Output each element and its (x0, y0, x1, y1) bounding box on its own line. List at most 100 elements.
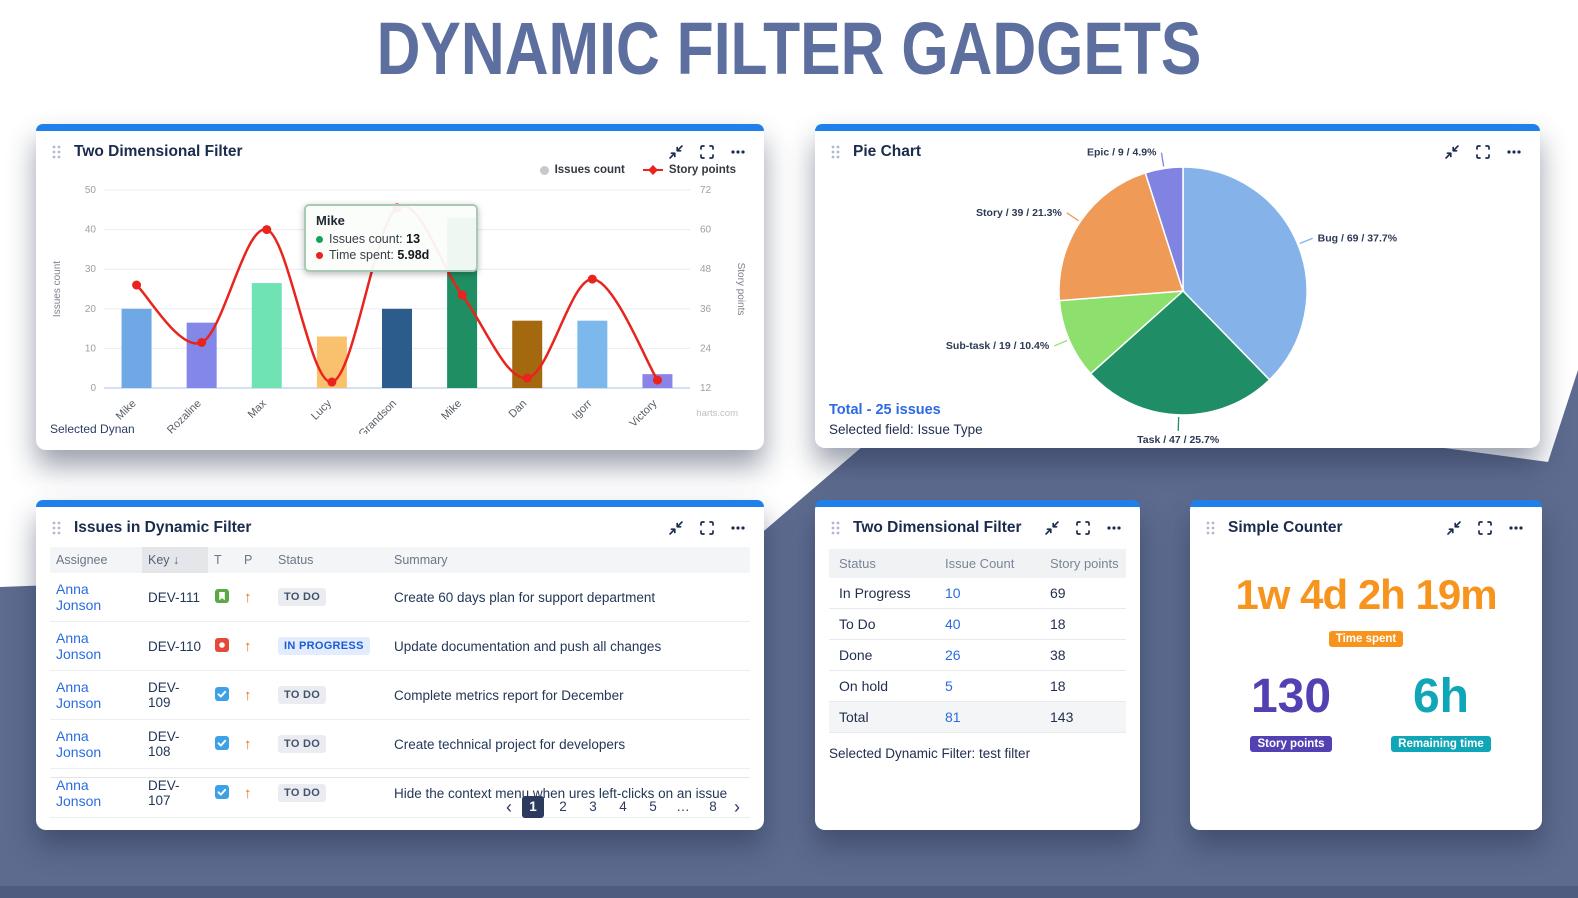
svg-text:40: 40 (85, 225, 97, 236)
gadget-two-dimensional-filter-table: Two Dimensional Filter Status Issue Coun… (815, 500, 1140, 830)
assignee-link[interactable]: Anna Jonson (56, 679, 102, 711)
collapse-icon[interactable] (1044, 520, 1060, 536)
more-options-icon[interactable] (730, 520, 746, 536)
issue-count-link[interactable]: 40 (945, 616, 961, 632)
page-number[interactable]: … (676, 799, 690, 814)
drag-handle-icon[interactable] (830, 144, 841, 160)
page-number[interactable]: 3 (589, 799, 597, 814)
column-header-story-points[interactable]: Story points (1040, 549, 1126, 578)
pie-slice-story[interactable] (1058, 171, 1185, 302)
issue-key[interactable]: DEV-108 (142, 719, 208, 769)
issue-key[interactable]: DEV-111 (142, 573, 208, 622)
page-number[interactable]: 1 (522, 796, 544, 818)
page-next-button[interactable]: › (734, 797, 740, 817)
column-header-issue-count[interactable]: Issue Count (935, 549, 1040, 578)
collapse-icon[interactable] (1444, 144, 1460, 160)
gadget-header: Pie Chart (815, 124, 1540, 169)
expand-icon[interactable] (1475, 144, 1491, 160)
bar-Mike[interactable] (121, 308, 152, 388)
issue-key[interactable]: DEV-110 (142, 621, 208, 671)
drag-handle-icon[interactable] (1205, 520, 1216, 536)
line-point-Dan[interactable] (522, 373, 532, 383)
pagination: ‹ 1 2 3 4 5 … 8 › (504, 796, 742, 818)
pie-slice-sub-task[interactable] (1058, 290, 1186, 375)
expand-icon[interactable] (1075, 520, 1091, 536)
counter-story-points-badge: Story points (1250, 736, 1332, 752)
more-options-icon[interactable] (1506, 144, 1522, 160)
page-prev-button[interactable]: ‹ (506, 797, 512, 817)
line-point-Victory[interactable] (652, 375, 662, 385)
page-title: DYNAMIC FILTER GADGETS (376, 7, 1202, 90)
more-options-icon[interactable] (730, 144, 746, 160)
page-number[interactable]: 5 (649, 799, 657, 814)
issue-key[interactable]: DEV-107 (142, 768, 208, 818)
collapse-icon[interactable] (668, 520, 684, 536)
line-point-Mike[interactable] (132, 280, 142, 290)
column-header-summary[interactable]: Summary (388, 547, 750, 573)
collapse-icon[interactable] (1446, 520, 1462, 536)
assignee-link[interactable]: Anna Jonson (56, 630, 102, 662)
status-cell: Total (829, 701, 935, 733)
status-badge: TO DO (278, 784, 327, 802)
chart-legend: Issues count Story points (539, 164, 736, 176)
expand-icon[interactable] (1477, 520, 1493, 536)
svg-text:72: 72 (700, 185, 712, 196)
column-header-status[interactable]: Status (272, 547, 388, 573)
bar-Max[interactable] (251, 283, 282, 388)
drag-handle-icon[interactable] (51, 520, 62, 536)
line-point-Lucy[interactable] (327, 377, 337, 387)
pie-slice-epic[interactable] (1144, 166, 1184, 292)
svg-text:Grandson: Grandson (356, 398, 399, 434)
column-header-priority[interactable]: P (238, 547, 272, 573)
counter-time-spent-badge: Time spent (1328, 631, 1404, 647)
assignee-link[interactable]: Anna Jonson (56, 581, 102, 613)
status-badge: TO DO (278, 735, 327, 753)
more-options-icon[interactable] (1106, 520, 1122, 536)
issue-summary: Update documentation and push all change… (388, 621, 750, 671)
status-badge: TO DO (278, 588, 327, 606)
bar-Igorr[interactable] (577, 320, 608, 388)
collapse-icon[interactable] (668, 144, 684, 160)
column-header-key[interactable]: Key ↓ (142, 547, 208, 573)
line-point-Mike[interactable] (457, 290, 467, 300)
svg-text:0: 0 (90, 383, 96, 394)
pie-selected-field: Selected field: Issue Type (829, 422, 983, 437)
svg-text:30: 30 (85, 264, 97, 275)
drag-handle-icon[interactable] (830, 520, 841, 536)
filter-table: Status Issue Count Story points In Progr… (829, 549, 1126, 733)
issue-count-link[interactable]: 10 (945, 585, 961, 601)
line-point-Rozaline[interactable] (197, 337, 207, 347)
assignee-link[interactable]: Anna Jonson (56, 777, 102, 809)
page-number[interactable]: 4 (619, 799, 627, 814)
tooltip-row: Time spent: 5.98d (316, 248, 466, 262)
drag-handle-icon[interactable] (51, 144, 62, 160)
expand-icon[interactable] (699, 520, 715, 536)
assignee-link[interactable]: Anna Jonson (56, 728, 102, 760)
bar-Grandson[interactable] (382, 308, 412, 388)
issue-type-bug-icon (215, 637, 229, 652)
pie-slice-task[interactable] (1089, 289, 1271, 416)
line-point-Igorr[interactable] (587, 274, 597, 284)
legend-item-story-points[interactable]: Story points (642, 164, 736, 176)
svg-text:24: 24 (700, 343, 712, 354)
line-point-Max[interactable] (262, 225, 272, 235)
pie-slice-bug[interactable] (1182, 166, 1308, 381)
issue-count-link[interactable]: 5 (945, 678, 953, 694)
column-header-status[interactable]: Status (829, 549, 935, 578)
table-row: To Do 40 18 (829, 608, 1126, 640)
more-options-icon[interactable] (1508, 520, 1524, 536)
column-header-type[interactable]: T (208, 547, 238, 573)
column-header-assignee[interactable]: Assignee (50, 547, 142, 573)
issues-table: Assignee Key ↓ T P Status Summary Anna J… (50, 547, 750, 818)
issue-count-link[interactable]: 81 (945, 709, 961, 725)
page-number[interactable]: 8 (709, 799, 717, 814)
gadget-header: Simple Counter (1190, 500, 1542, 545)
pie-total-link[interactable]: Total - 25 issues (829, 402, 941, 418)
pie-chart[interactable]: Bug / 69 / 37.7% Task / 47 / 25.7% Sub-tas… (815, 124, 1540, 446)
issue-count-link[interactable]: 26 (945, 647, 961, 663)
issue-key[interactable]: DEV-109 (142, 670, 208, 720)
page-number[interactable]: 2 (559, 799, 567, 814)
legend-item-issues-count[interactable]: Issues count (539, 164, 625, 176)
expand-icon[interactable] (699, 144, 715, 160)
gadget-two-dimensional-filter-chart: Two Dimensional Filter Issues count Stor… (36, 124, 764, 450)
